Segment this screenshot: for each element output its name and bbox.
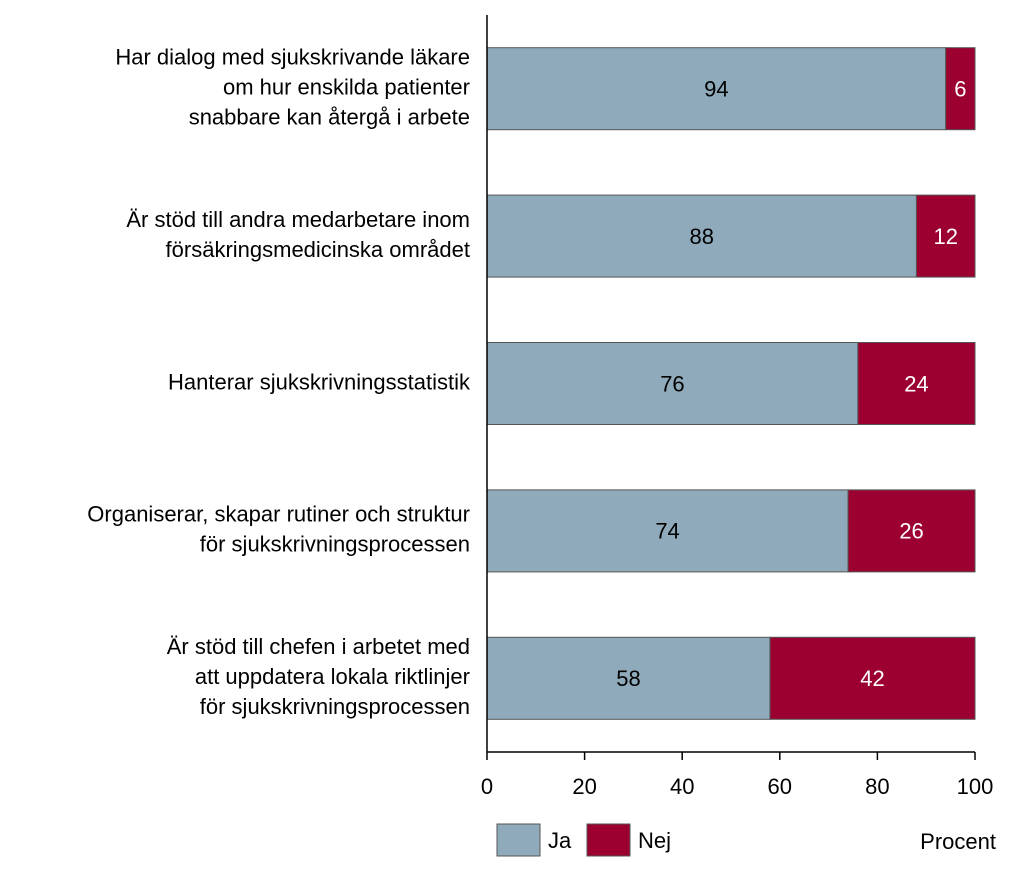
- value-label: 76: [660, 371, 684, 396]
- x-tick-label: 0: [481, 774, 493, 799]
- bar-segment: [486, 489, 849, 573]
- value-label: 24: [904, 371, 928, 396]
- value-label: 42: [860, 666, 884, 691]
- value-label: 6: [954, 77, 966, 102]
- bar-segment: [915, 194, 976, 278]
- y-tick-label: för sjukskrivningsprocessen: [200, 694, 470, 719]
- legend-label: Nej: [638, 828, 671, 853]
- bar-segment: [769, 636, 976, 720]
- bar-segment: [945, 47, 976, 131]
- bar-segment: [857, 342, 976, 425]
- x-tick-label: 80: [865, 774, 889, 799]
- value-label: 12: [933, 224, 957, 249]
- bar-segment: [486, 342, 859, 425]
- x-tick-label: 60: [768, 774, 792, 799]
- value-label: 94: [704, 77, 728, 102]
- bar-segment: [486, 194, 917, 278]
- y-tick-label: snabbare kan återgå i arbete: [189, 105, 470, 130]
- y-tick-label: försäkringsmedicinska området: [166, 237, 470, 262]
- legend-swatch: [586, 823, 631, 857]
- bar-segment: [847, 489, 976, 573]
- value-label: 58: [616, 666, 640, 691]
- x-tick-label: 40: [670, 774, 694, 799]
- y-tick-label: Hanterar sjukskrivningsstatistik: [168, 369, 471, 394]
- value-label: 74: [655, 519, 679, 544]
- bar-segment: [486, 47, 947, 131]
- legend-label: Ja: [548, 828, 572, 853]
- y-tick-label: Har dialog med sjukskrivande läkare: [115, 45, 470, 70]
- legend-swatch: [496, 823, 541, 857]
- x-axis-label: Procent: [920, 829, 996, 854]
- value-label: 26: [899, 519, 923, 544]
- x-tick-label: 100: [957, 774, 994, 799]
- y-tick-label: Organiserar, skapar rutiner och struktur: [87, 502, 470, 527]
- y-tick-label: Är stöd till chefen i arbetet med: [167, 634, 470, 659]
- y-tick-label: att uppdatera lokala riktlinjer: [195, 664, 470, 689]
- y-tick-label: för sjukskrivningsprocessen: [200, 532, 470, 557]
- value-label: 88: [689, 224, 713, 249]
- x-tick-label: 20: [572, 774, 596, 799]
- y-tick-label: om hur enskilda patienter: [223, 75, 470, 100]
- y-tick-label: Är stöd till andra medarbetare inom: [126, 207, 470, 232]
